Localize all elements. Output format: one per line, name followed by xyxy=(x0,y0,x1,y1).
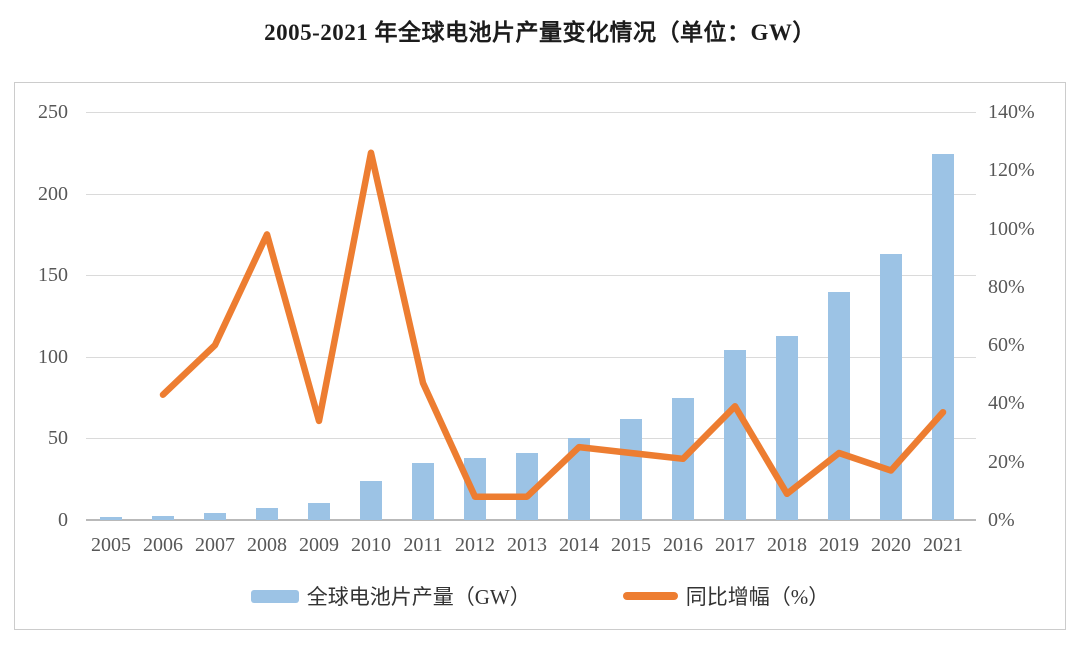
x-axis-tick-label: 2021 xyxy=(923,534,963,556)
bar-series-swatch xyxy=(250,589,299,603)
right-axis-tick-label: 0% xyxy=(988,509,1015,531)
right-axis-tick-label: 140% xyxy=(988,101,1035,123)
x-axis-tick-label: 2005 xyxy=(91,534,131,556)
x-axis-tick-label: 2018 xyxy=(767,534,807,556)
bar xyxy=(412,462,434,520)
legend-item-growth: 同比增幅（%） xyxy=(622,581,830,611)
x-axis-tick-label: 2007 xyxy=(195,534,235,556)
x-axis-tick-label: 2013 xyxy=(507,534,547,556)
left-axis-tick-label: 250 xyxy=(38,101,68,123)
x-axis-tick-label: 2016 xyxy=(663,534,703,556)
growth-line xyxy=(159,149,947,500)
x-axis-tick-label: 2014 xyxy=(559,534,599,556)
left-axis-tick-label: 50 xyxy=(48,427,68,450)
right-axis-tick-label: 40% xyxy=(988,392,1025,415)
gridline xyxy=(86,519,976,521)
bar xyxy=(620,418,642,520)
x-axis-tick-label: 2017 xyxy=(715,534,755,556)
x-axis-tick-label: 2008 xyxy=(247,534,287,556)
x-axis-tick-label: 2009 xyxy=(299,534,339,556)
line-series-swatch xyxy=(622,592,678,600)
right-axis-tick-label: 60% xyxy=(988,334,1025,357)
x-axis-tick-label: 2019 xyxy=(819,534,859,556)
bar xyxy=(256,507,278,520)
x-axis-tick-label: 2015 xyxy=(611,534,651,556)
left-axis-tick-label: 0 xyxy=(58,509,68,531)
bar xyxy=(828,291,850,520)
bar xyxy=(880,253,902,520)
gridline xyxy=(86,193,976,195)
x-axis-tick-label: 2011 xyxy=(403,534,443,556)
plot-area: 0 50 100 150 200 250 0% 20% 40% 60% 80% 100% 120% 140… xyxy=(15,83,1065,629)
legend-item-production: 全球电池片产量（GW） xyxy=(250,581,531,611)
right-axis-tick-label: 80% xyxy=(988,275,1025,298)
bar xyxy=(360,480,382,520)
x-axis-tick-label: 2012 xyxy=(455,534,495,556)
legend: 全球电池片产量（GW） 同比增幅（%） xyxy=(15,581,1065,611)
chart-title: 2005-2021 年全球电池片产量变化情况（单位：GW） xyxy=(264,20,816,45)
right-axis-tick-label: 100% xyxy=(988,217,1035,240)
gridline xyxy=(86,438,976,440)
line-series-label: 同比增幅（%） xyxy=(685,585,830,609)
x-axis-tick-label: 2010 xyxy=(351,534,391,556)
chart-box: 0 50 100 150 200 250 0% 20% 40% 60% 80% 100% 120% 140… xyxy=(14,82,1066,630)
bar-series-label: 全球电池片产量（GW） xyxy=(306,585,531,609)
left-axis-tick-label: 100 xyxy=(38,345,68,368)
bar xyxy=(724,350,746,520)
growth-line-plot xyxy=(159,149,947,500)
bar xyxy=(516,453,538,520)
gridline xyxy=(86,112,976,113)
gridline xyxy=(86,275,976,277)
gridline xyxy=(86,356,976,358)
bar xyxy=(100,517,122,520)
bar xyxy=(568,438,590,520)
x-axis-tick-label: 2020 xyxy=(871,534,911,556)
bar xyxy=(204,513,226,520)
right-axis-tick-label: 20% xyxy=(988,450,1025,473)
bar xyxy=(152,515,174,520)
bar xyxy=(932,154,954,520)
right-axis-tick-label: 120% xyxy=(988,159,1035,182)
bar xyxy=(776,335,798,520)
left-axis-tick-label: 200 xyxy=(38,182,68,205)
bar xyxy=(308,502,330,520)
x-axis-tick-label: 2006 xyxy=(143,534,183,556)
left-axis-tick-label: 150 xyxy=(38,264,68,287)
